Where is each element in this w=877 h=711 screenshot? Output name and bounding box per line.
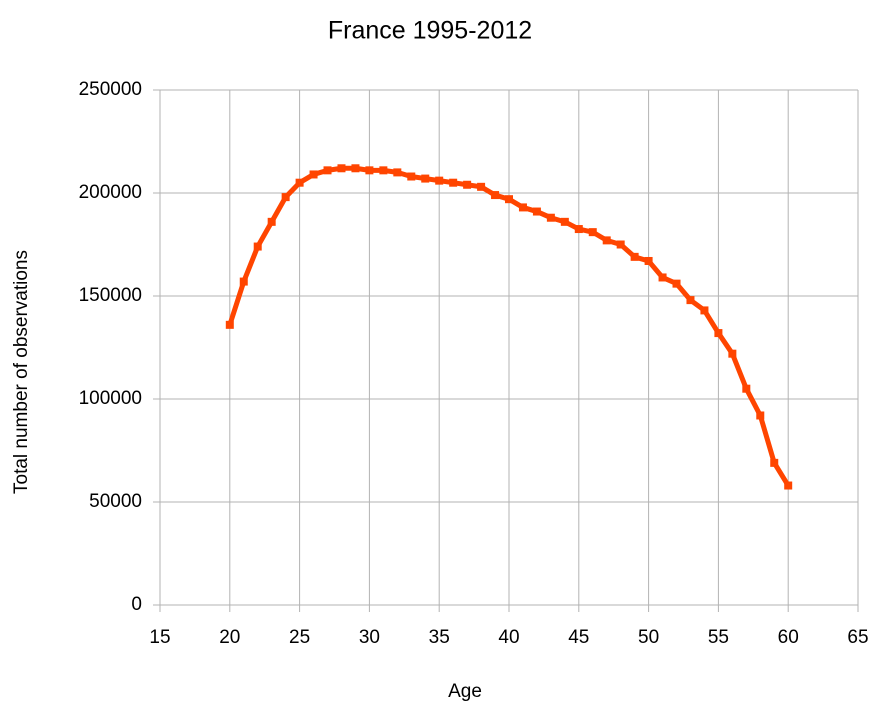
marker <box>239 277 248 286</box>
x-tick-label: 35 <box>429 627 450 648</box>
x-tick-label: 55 <box>708 627 729 648</box>
y-tick-label: 150000 <box>79 285 142 306</box>
marker <box>253 242 262 251</box>
x-tick-label: 25 <box>289 627 310 648</box>
marker <box>756 411 765 420</box>
marker <box>295 178 304 187</box>
y-tick-label: 0 <box>131 594 142 615</box>
marker <box>728 349 737 358</box>
marker <box>700 306 709 315</box>
marker <box>491 191 500 200</box>
marker <box>365 166 374 175</box>
x-tick-label: 60 <box>778 627 799 648</box>
marker <box>477 182 486 191</box>
marker <box>407 172 416 181</box>
marker <box>351 164 360 173</box>
marker <box>630 252 639 261</box>
marker <box>644 256 653 265</box>
x-tick-label: 50 <box>638 627 659 648</box>
marker <box>532 207 541 216</box>
chart-title: France 1995-2012 <box>328 17 532 45</box>
marker <box>560 217 569 226</box>
x-tick-label: 40 <box>498 627 519 648</box>
y-tick-label: 100000 <box>79 388 142 409</box>
marker <box>225 320 234 329</box>
marker <box>672 279 681 288</box>
marker <box>686 296 695 305</box>
marker <box>658 273 667 282</box>
marker <box>616 240 625 249</box>
marker <box>421 174 430 183</box>
x-tick-label: 30 <box>359 627 380 648</box>
marker <box>309 170 318 179</box>
marker <box>267 217 276 226</box>
marker <box>784 481 793 490</box>
marker <box>546 213 555 222</box>
marker <box>449 178 458 187</box>
x-tick-label: 45 <box>568 627 589 648</box>
x-tick-label: 15 <box>149 627 170 648</box>
marker <box>518 203 527 212</box>
marker <box>714 329 723 338</box>
marker <box>602 236 611 245</box>
marker <box>435 176 444 185</box>
marker <box>770 458 779 467</box>
marker <box>588 228 597 237</box>
marker <box>393 168 402 177</box>
y-tick-label: 250000 <box>79 79 142 100</box>
marker <box>337 164 346 173</box>
marker <box>281 193 290 202</box>
marker <box>323 166 332 175</box>
marker <box>379 166 388 175</box>
marker <box>505 195 513 204</box>
y-tick-label: 50000 <box>89 491 142 512</box>
marker <box>574 225 583 234</box>
x-tick-label: 65 <box>847 627 868 648</box>
x-axis-label: Age <box>448 681 482 702</box>
x-tick-label: 20 <box>219 627 240 648</box>
marker <box>742 384 751 393</box>
marker <box>463 180 472 189</box>
y-axis-label: Total number of observations <box>11 250 32 494</box>
y-tick-label: 200000 <box>79 182 142 203</box>
